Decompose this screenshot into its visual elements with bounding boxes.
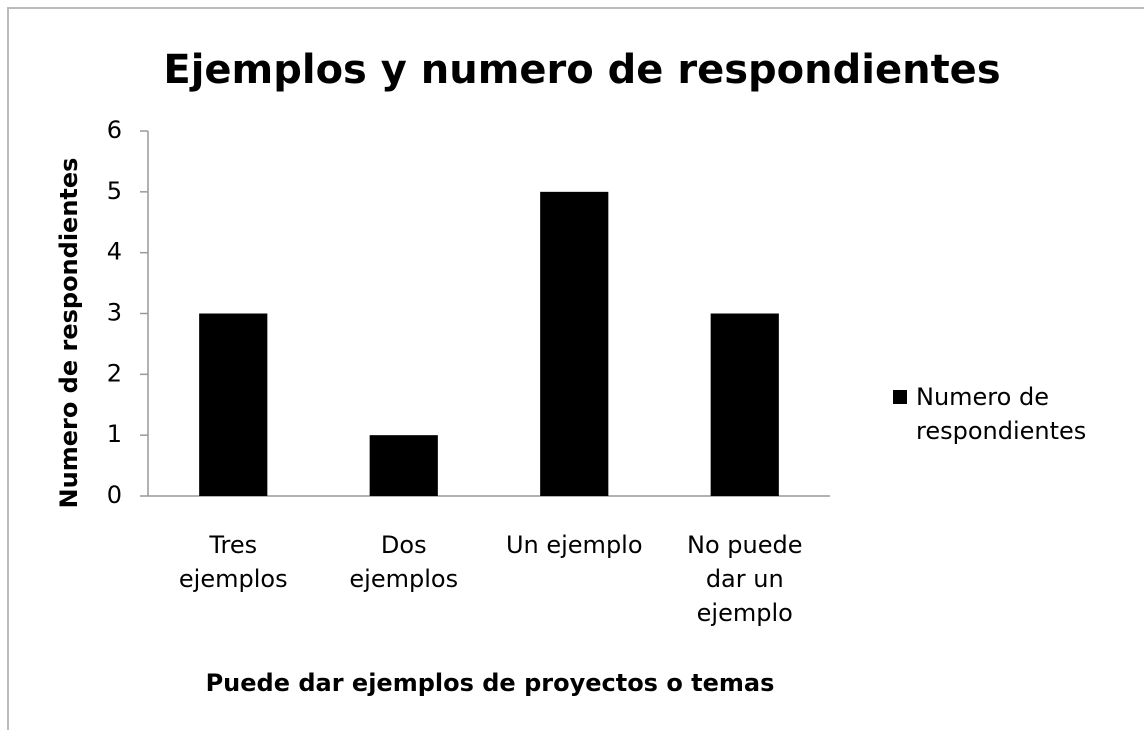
legend-label: Numero de respondientes [916,383,1087,445]
chart-frame [7,7,1144,730]
bar [540,191,609,497]
y-tick-label: 4 [107,238,122,266]
y-tick-label: 1 [107,420,122,448]
bar [710,313,779,496]
bar [369,435,438,496]
x-tick-label: Dos ejemplos [349,531,459,593]
y-axis-title: Numero de respondientes [55,158,83,509]
y-tick-label: 3 [107,299,122,327]
bar [199,313,268,496]
x-axis-title: Puede dar ejemplos de proyectos o temas [206,669,775,697]
chart-title: Ejemplos y numero de respondientes [163,47,1000,93]
x-tick-label: Un ejemplo [505,531,643,559]
y-tick-label: 2 [107,359,122,387]
y-tick-label: 6 [107,116,122,144]
x-tick-label: Tres ejemplos [178,531,288,593]
x-tick-label: No puede dar un ejemplo [687,531,803,627]
y-tick-label: 0 [107,481,122,509]
legend-swatch [893,390,907,404]
y-tick-label: 5 [107,177,122,205]
